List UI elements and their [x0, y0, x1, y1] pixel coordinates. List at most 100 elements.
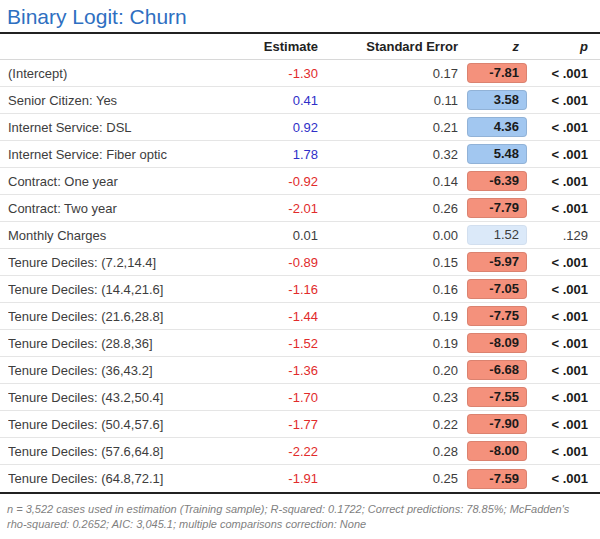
p-value: < .001	[527, 282, 588, 297]
table-row: Tenure Deciles: (43.2,50.4] -1.70 0.23 -…	[0, 384, 600, 411]
table-row: Contract: Two year -2.01 0.26 -7.79 < .0…	[0, 195, 600, 222]
column-header-p: p	[527, 39, 588, 54]
p-value: < .001	[527, 120, 588, 135]
p-value: < .001	[527, 471, 588, 486]
estimate-value: -1.91	[230, 471, 318, 486]
table-body: (Intercept) -1.30 0.17 -7.81 < .001 Seni…	[0, 60, 600, 492]
std-error-value: 0.21	[318, 120, 458, 135]
column-header-z: z	[458, 39, 527, 54]
z-badge: -8.00	[467, 441, 527, 461]
table-row: Tenure Deciles: (50.4,57.6] -1.77 0.22 -…	[0, 411, 600, 438]
std-error-value: 0.26	[318, 201, 458, 216]
p-value: < .001	[527, 309, 588, 324]
p-value: < .001	[527, 66, 588, 81]
estimate-value: 1.78	[230, 147, 318, 162]
p-value: < .001	[527, 201, 588, 216]
z-badge: 3.58	[467, 90, 527, 110]
std-error-value: 0.19	[318, 309, 458, 324]
estimate-value: -1.44	[230, 309, 318, 324]
estimate-value: -1.16	[230, 282, 318, 297]
z-badge: -7.55	[467, 387, 527, 407]
estimate-value: -1.52	[230, 336, 318, 351]
table-row: Monthly Charges 0.01 0.00 1.52 .129	[0, 222, 600, 249]
row-label: Tenure Deciles: (36,43.2]	[8, 363, 230, 378]
z-badge: 5.48	[467, 144, 527, 164]
table-row: Tenure Deciles: (14.4,21.6] -1.16 0.16 -…	[0, 276, 600, 303]
row-label: Internet Service: DSL	[8, 120, 230, 135]
std-error-value: 0.32	[318, 147, 458, 162]
row-label: Tenure Deciles: (7.2,14.4]	[8, 255, 230, 270]
std-error-value: 0.17	[318, 66, 458, 81]
estimate-value: -2.01	[230, 201, 318, 216]
z-badge: -7.75	[467, 306, 527, 326]
std-error-value: 0.00	[318, 228, 458, 243]
table-row: Senior Citizen: Yes 0.41 0.11 3.58 < .00…	[0, 87, 600, 114]
std-error-value: 0.15	[318, 255, 458, 270]
std-error-value: 0.16	[318, 282, 458, 297]
column-header-estimate: Estimate	[230, 39, 318, 54]
z-badge: -7.90	[467, 414, 527, 434]
row-label: Internet Service: Fiber optic	[8, 147, 230, 162]
estimate-value: -1.36	[230, 363, 318, 378]
p-value: < .001	[527, 336, 588, 351]
std-error-value: 0.14	[318, 174, 458, 189]
z-badge: -7.79	[467, 198, 527, 218]
std-error-value: 0.23	[318, 390, 458, 405]
std-error-value: 0.11	[318, 93, 458, 108]
z-badge: -6.68	[467, 360, 527, 380]
estimate-value: -1.70	[230, 390, 318, 405]
z-badge: -6.39	[467, 171, 527, 191]
table-row: Internet Service: DSL 0.92 0.21 4.36 < .…	[0, 114, 600, 141]
row-label: Tenure Deciles: (64.8,72.1]	[8, 471, 230, 486]
p-value: .129	[527, 228, 588, 243]
row-label: Contract: Two year	[8, 201, 230, 216]
table-row: Tenure Deciles: (21.6,28.8] -1.44 0.19 -…	[0, 303, 600, 330]
std-error-value: 0.22	[318, 417, 458, 432]
std-error-value: 0.19	[318, 336, 458, 351]
z-badge: 1.52	[467, 225, 527, 245]
p-value: < .001	[527, 147, 588, 162]
row-label: Tenure Deciles: (14.4,21.6]	[8, 282, 230, 297]
p-value: < .001	[527, 444, 588, 459]
table-header: Estimate Standard Error z p	[0, 34, 600, 60]
table-row: Contract: One year -0.92 0.14 -6.39 < .0…	[0, 168, 600, 195]
table-row: Tenure Deciles: (28.8,36] -1.52 0.19 -8.…	[0, 330, 600, 357]
table-row: Internet Service: Fiber optic 1.78 0.32 …	[0, 141, 600, 168]
estimate-value: 0.01	[230, 228, 318, 243]
table-row: Tenure Deciles: (64.8,72.1] -1.91 0.25 -…	[0, 465, 600, 492]
row-label: Tenure Deciles: (57.6,64.8]	[8, 444, 230, 459]
p-value: < .001	[527, 390, 588, 405]
p-value: < .001	[527, 255, 588, 270]
row-label: Monthly Charges	[8, 228, 230, 243]
regression-output-widget: Binary Logit: Churn Estimate Standard Er…	[0, 0, 600, 539]
std-error-value: 0.28	[318, 444, 458, 459]
row-label: Tenure Deciles: (28.8,36]	[8, 336, 230, 351]
estimate-value: -1.77	[230, 417, 318, 432]
estimate-value: -0.92	[230, 174, 318, 189]
row-label: Contract: One year	[8, 174, 230, 189]
estimate-value: -0.89	[230, 255, 318, 270]
z-badge: 4.36	[467, 117, 527, 137]
estimate-value: 0.41	[230, 93, 318, 108]
estimate-value: 0.92	[230, 120, 318, 135]
table-row: (Intercept) -1.30 0.17 -7.81 < .001	[0, 60, 600, 87]
table-row: Tenure Deciles: (36,43.2] -1.36 0.20 -6.…	[0, 357, 600, 384]
p-value: < .001	[527, 93, 588, 108]
page-title: Binary Logit: Churn	[7, 5, 593, 29]
std-error-value: 0.20	[318, 363, 458, 378]
table-row: Tenure Deciles: (7.2,14.4] -0.89 0.15 -5…	[0, 249, 600, 276]
p-value: < .001	[527, 363, 588, 378]
estimate-value: -2.22	[230, 444, 318, 459]
model-footnote: n = 3,522 cases used in estimation (Trai…	[0, 494, 600, 531]
std-error-value: 0.25	[318, 471, 458, 486]
z-badge: -5.97	[467, 252, 527, 272]
regression-table: Estimate Standard Error z p (Intercept) …	[0, 34, 600, 494]
z-badge: -7.05	[467, 279, 527, 299]
row-label: Senior Citizen: Yes	[8, 93, 230, 108]
estimate-value: -1.30	[230, 66, 318, 81]
z-badge: -8.09	[467, 333, 527, 353]
table-row: Tenure Deciles: (57.6,64.8] -2.22 0.28 -…	[0, 438, 600, 465]
row-label: Tenure Deciles: (21.6,28.8]	[8, 309, 230, 324]
row-label: (Intercept)	[8, 66, 230, 81]
title-block: Binary Logit: Churn	[0, 0, 600, 34]
